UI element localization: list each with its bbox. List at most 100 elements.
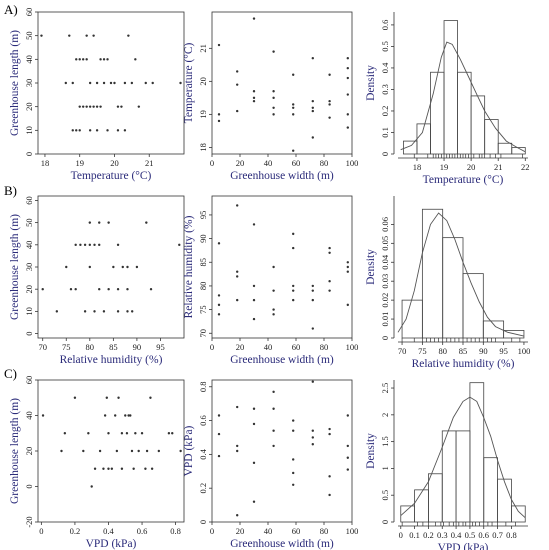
- data-point: [292, 113, 295, 116]
- x-tick-label: 80: [86, 342, 95, 352]
- chart-A-scatter-width-temp: 0 20 40 60 80 100 18 19 20 21 Greenhouse width (m)…: [183, 11, 359, 182]
- y-tick-label: 90: [198, 234, 208, 243]
- data-point: [125, 432, 129, 435]
- hist-bar: [414, 489, 429, 523]
- x-tick-label: 18: [413, 162, 422, 172]
- y-tick-label: 0: [24, 484, 34, 488]
- data-point: [236, 275, 239, 278]
- data-point: [292, 429, 295, 432]
- data-point: [130, 310, 134, 313]
- x-tick-label: 80: [438, 346, 447, 356]
- data-point: [120, 467, 124, 470]
- data-point: [79, 243, 82, 247]
- data-point: [328, 103, 331, 106]
- x-tick-label: 85: [109, 342, 118, 352]
- y-tick-label: 0: [24, 331, 34, 335]
- data-point: [116, 243, 120, 247]
- data-point: [346, 265, 349, 269]
- x-tick-label: 0: [210, 158, 214, 168]
- data-point: [102, 81, 106, 85]
- data-point: [217, 119, 221, 123]
- hist-bar: [469, 382, 485, 523]
- data-point: [69, 287, 73, 291]
- data-point: [92, 34, 95, 37]
- data-point: [137, 105, 141, 108]
- x-tick-label: 0.2: [423, 530, 434, 540]
- x-tick-label: 75: [62, 342, 71, 352]
- data-point: [272, 96, 275, 100]
- x-tick-label: 20: [110, 158, 119, 168]
- hist-bar: [457, 71, 472, 155]
- y-tick-label: 0.4: [380, 62, 390, 73]
- x-tick-label: 0: [39, 526, 43, 536]
- data-point: [167, 432, 171, 435]
- data-point: [252, 284, 256, 288]
- data-point: [55, 310, 59, 313]
- x-tick-label: 100: [346, 158, 359, 168]
- x-tick-label: 0.4: [103, 526, 114, 536]
- hist-bar: [443, 20, 458, 155]
- y-tick-label: 0.3: [380, 84, 390, 95]
- data-point: [272, 50, 275, 53]
- data-point: [252, 17, 256, 20]
- data-point: [217, 113, 221, 116]
- data-point: [328, 289, 331, 292]
- data-point: [123, 81, 127, 85]
- chart-B-scatter-width-rh: 0 20 40 60 80 100 70 75 80 85 90 95 Greenhouse width…: [183, 195, 358, 366]
- data-point: [88, 81, 92, 85]
- data-point: [217, 432, 221, 436]
- density-curve: [400, 41, 526, 153]
- data-point: [65, 265, 68, 269]
- x-axis-label: Greenhouse width (m): [230, 354, 334, 366]
- x-axis-label: Temperature (°C): [423, 174, 504, 186]
- hist-bar: [441, 430, 457, 523]
- data-point: [346, 456, 349, 459]
- x-tick-label: 90: [479, 346, 488, 356]
- plot-frame: [211, 195, 353, 339]
- y-tick-label: 0.5: [380, 41, 390, 52]
- y-tick-label: 95: [198, 211, 208, 220]
- y-tick-label: 0: [198, 520, 208, 524]
- y-tick-label: 2: [380, 413, 390, 417]
- data-point: [272, 407, 275, 410]
- density-curve: [397, 212, 525, 337]
- y-tick-label: 0.2: [380, 106, 390, 117]
- y-tick-label: 60: [24, 8, 34, 17]
- data-point: [328, 99, 331, 103]
- data-point: [272, 444, 275, 448]
- x-tick-label: 60: [292, 526, 301, 536]
- x-axis-label: VPD (kPa): [438, 542, 489, 550]
- y-tick-label: 75: [198, 305, 208, 314]
- hist-bar: [497, 142, 513, 155]
- hist-bar: [483, 457, 498, 523]
- x-tick-label: 40: [264, 158, 273, 168]
- data-point: [236, 270, 239, 273]
- x-tick-label: 18: [41, 158, 50, 168]
- data-point: [144, 467, 147, 470]
- data-point: [99, 105, 102, 108]
- y-tick-label: 0.04: [380, 254, 390, 270]
- data-point: [110, 467, 114, 470]
- y-tick-label: 0.06: [380, 217, 390, 232]
- data-point: [346, 76, 349, 80]
- data-point: [272, 308, 275, 311]
- chart-C-scatter-width-vpd: 0 20 40 60 80 100 0 0.2 0.4 0.6 0.8 Greenhouse widt…: [183, 379, 358, 550]
- data-point: [217, 294, 221, 297]
- data-point: [95, 105, 99, 108]
- data-point: [272, 113, 275, 116]
- data-point: [88, 221, 92, 224]
- data-point: [88, 243, 92, 247]
- x-tick-label: 19: [440, 162, 449, 172]
- data-point: [123, 129, 127, 132]
- data-point: [311, 443, 314, 446]
- y-axis-label: Relative humidity (%): [183, 215, 195, 318]
- data-point: [81, 58, 85, 61]
- data-point: [75, 129, 78, 132]
- data-point: [102, 58, 106, 61]
- data-point: [252, 500, 256, 503]
- y-tick-label: 0: [380, 336, 390, 340]
- data-point: [130, 81, 134, 85]
- data-point: [109, 81, 113, 85]
- data-point: [149, 287, 153, 291]
- x-tick-label: 60: [292, 342, 301, 352]
